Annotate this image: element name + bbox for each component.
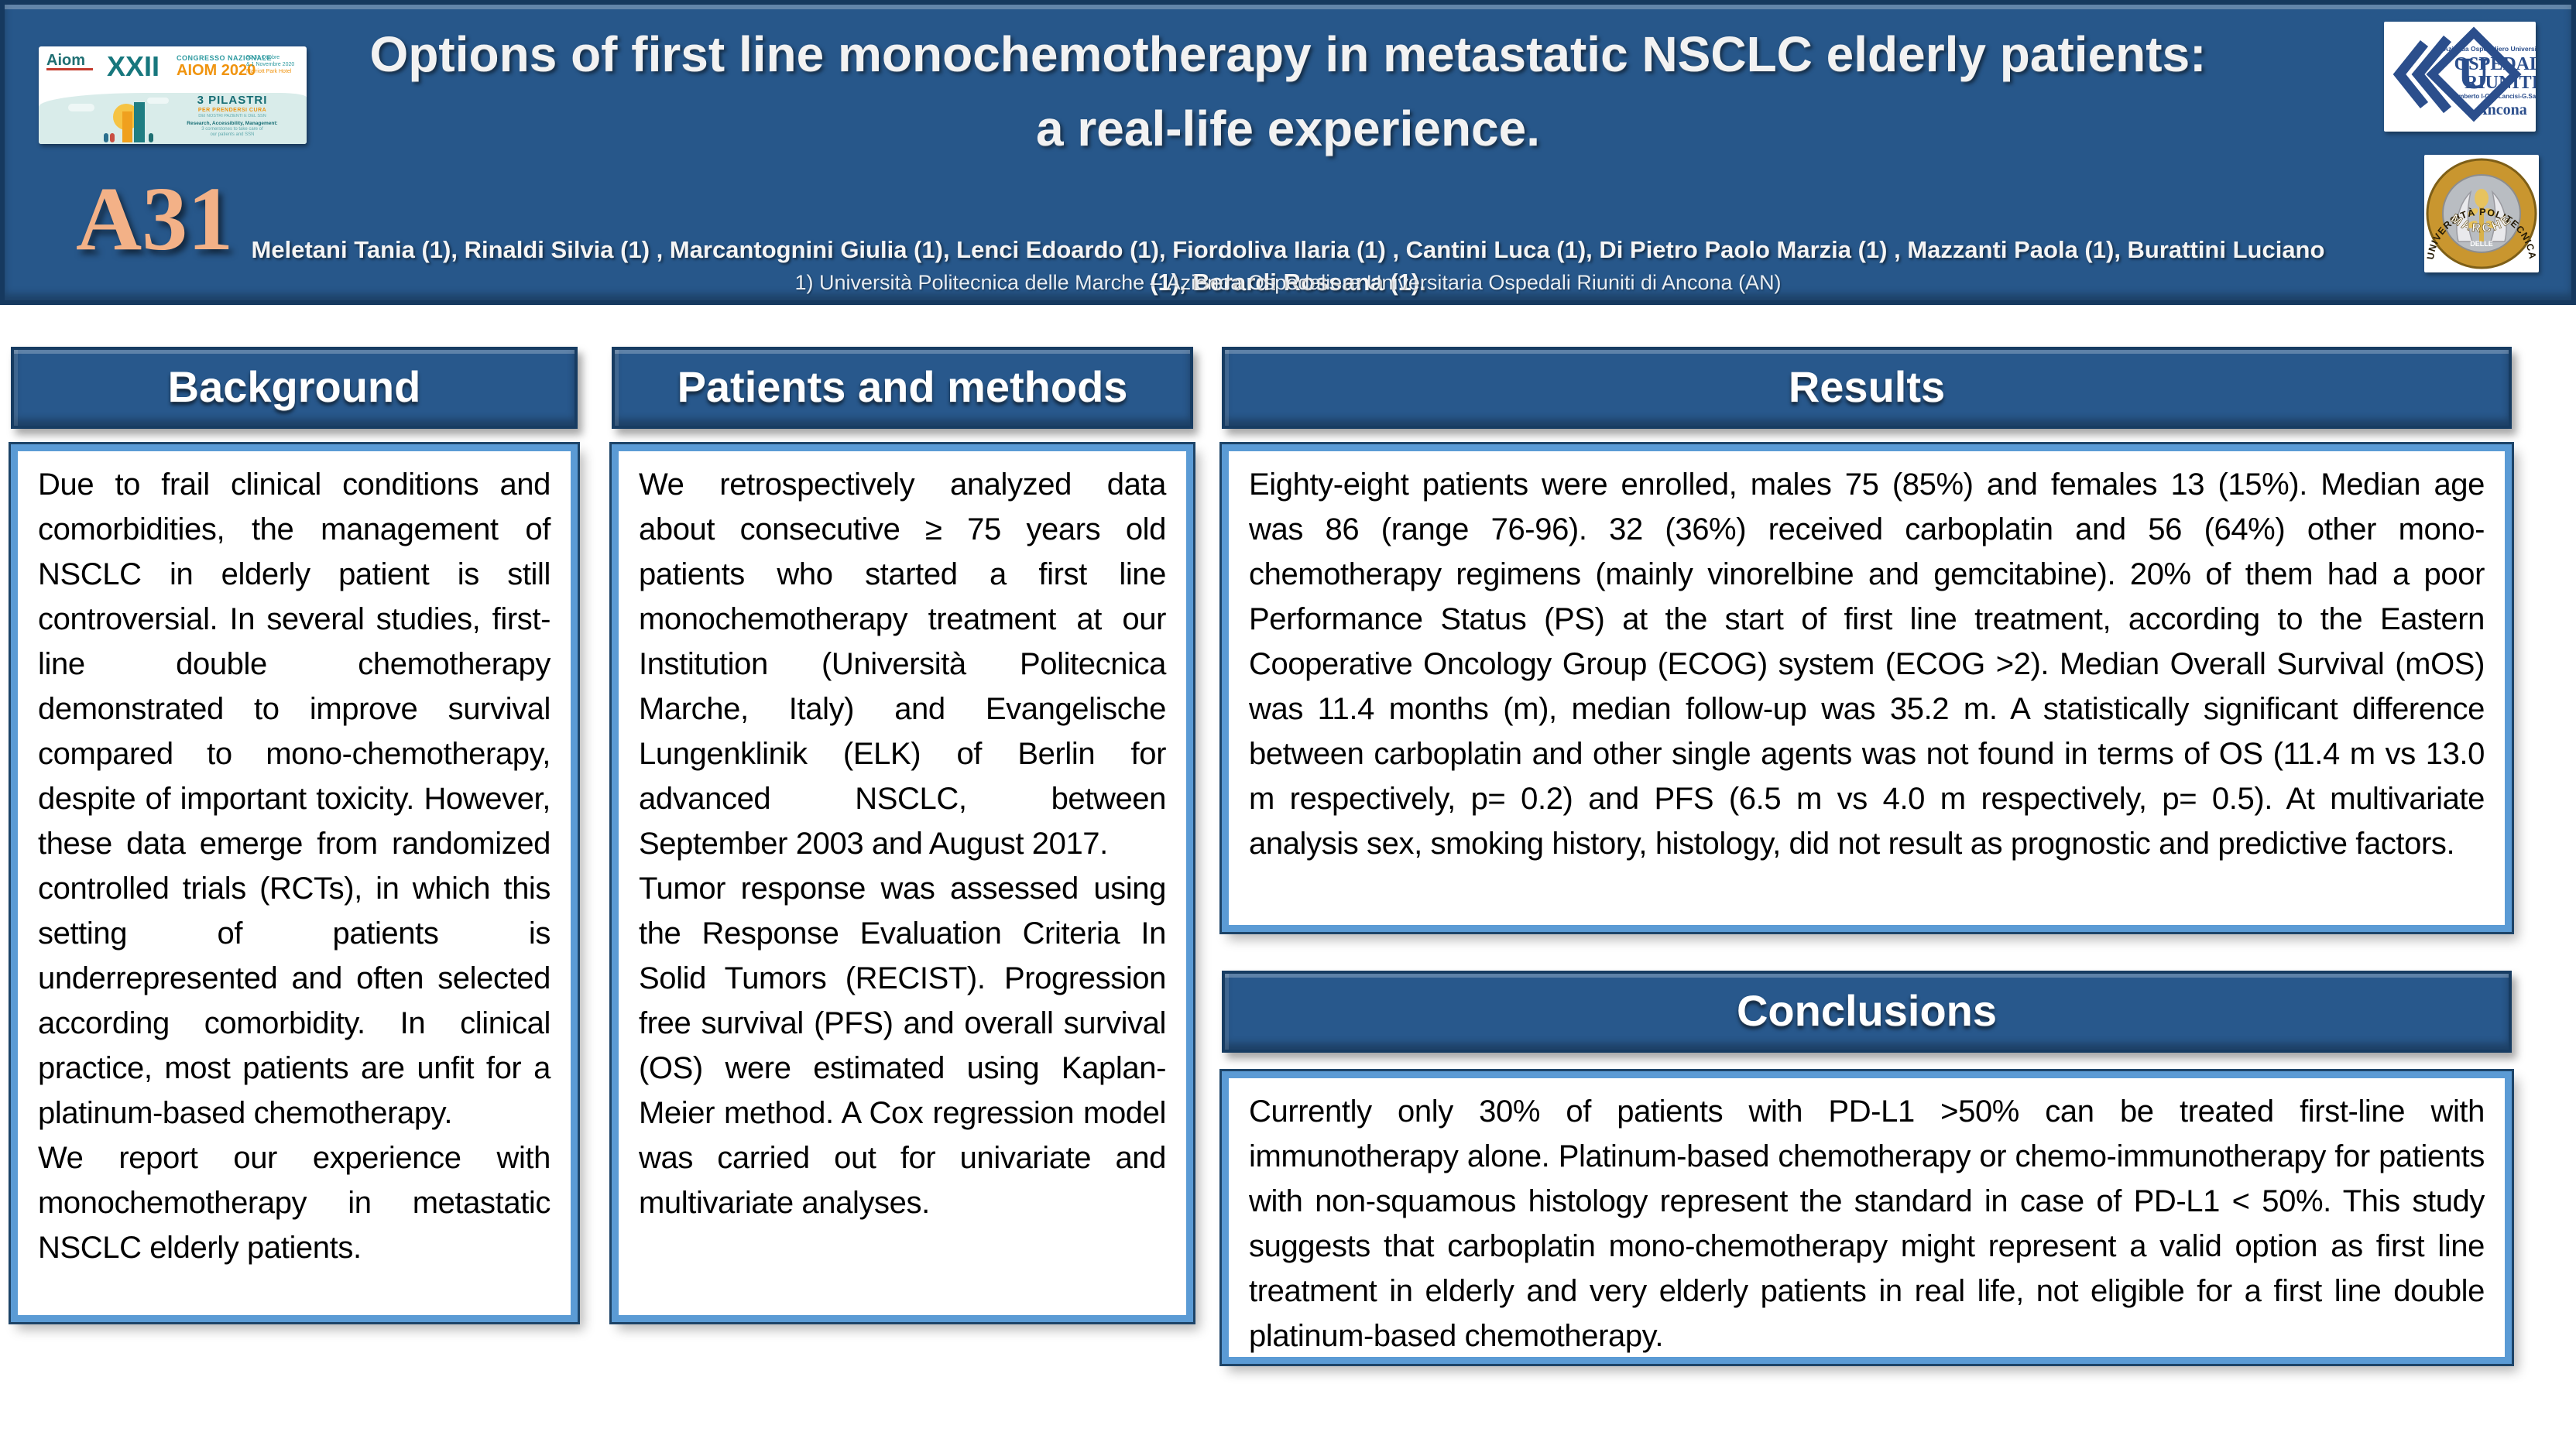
aiom-date-2: & 1 Novembre 2020 — [246, 62, 295, 67]
pilastri-eng3: our patients and SSN — [210, 132, 255, 137]
conclusions-header: Conclusions — [1222, 971, 2512, 1053]
tree-leaf — [2485, 221, 2496, 228]
ospedali-riuniti-logo-graphic: U Azienda Ospedaliero Universitaria OSPE… — [2392, 26, 2550, 122]
tree-leaf — [2467, 221, 2478, 228]
peacock-icon — [2456, 190, 2474, 242]
aiom-venue: Marriott Park Hotel — [246, 69, 292, 74]
aiom-logo-top-row: Aiom XXII CONGRESSO NAZIONALE AIOM 2020 … — [39, 46, 307, 87]
osp-city: Ancona — [2476, 101, 2527, 118]
pilastri-title: 3 PILASTRI — [197, 94, 268, 107]
poster-title: Options of first line monochemotherapy i… — [338, 17, 2238, 166]
aiom-congresso-text: CONGRESSO NAZIONALE — [177, 54, 273, 62]
univpm-seal-logo: UNIVERSITÀ POLITECNICA DELLE MARCHE — [2424, 155, 2539, 272]
results-header: Results — [1222, 347, 2512, 429]
aiom-wordmark-underline — [46, 68, 93, 70]
ospedali-riuniti-logo: U Azienda Ospedaliero Universitaria OSPE… — [2384, 22, 2550, 132]
chevron-icon — [2411, 35, 2452, 114]
diamond-icon — [2426, 26, 2522, 122]
background-paragraph-2: We report our experience with monochemot… — [38, 1141, 551, 1265]
results-box: Eighty-eight patients were enrolled, mal… — [1219, 442, 2514, 934]
person-icon — [149, 133, 153, 142]
aiom-dates: 30-31 Ottobre & 1 Novembre 2020 Marriott… — [246, 54, 294, 75]
aiom-date-1: 30-31 Ottobre — [246, 55, 280, 60]
person-icon — [110, 133, 115, 142]
podium-bar-accessibilita — [122, 111, 132, 142]
osp-name1: OSPEDALI — [2454, 54, 2536, 74]
results-paragraph: Eighty-eight patients were enrolled, mal… — [1249, 468, 2485, 861]
pilastri-sub1: PER PRENDERSI CURA — [197, 108, 267, 113]
pilastri-eng1: Research, Accessibility, Management: — [187, 121, 278, 126]
background-header: Background — [11, 347, 578, 429]
methods-header: Patients and methods — [612, 347, 1193, 429]
seal-delle-text: DELLE — [2470, 240, 2493, 248]
chevron-icon — [2392, 39, 2429, 109]
osp-line1: Azienda Ospedaliero Universitaria — [2444, 45, 2536, 53]
tree-trunk — [2479, 201, 2484, 242]
conclusions-paragraph: Currently only 30% of patients with PD-L… — [1249, 1094, 2485, 1353]
cloud-icon — [147, 98, 169, 104]
pilastri-eng2: 3 cornerstones to take care of — [201, 127, 263, 132]
aiom-2020-text: AIOM 2020 — [177, 62, 256, 79]
podium-bar-organizzazione — [134, 102, 145, 142]
pilastri-sub2: DEI NOSTRI PAZIENTI E DEL SSN — [198, 114, 266, 118]
methods-paragraph-1: We retrospectively analyzed data about c… — [639, 468, 1166, 861]
background-box: Due to frail clinical conditions and com… — [9, 442, 580, 1324]
osp-name2: RIUNITI — [2465, 73, 2536, 93]
header-band: Aiom XXII CONGRESSO NAZIONALE AIOM 2020 … — [0, 0, 2576, 305]
tree-top — [2475, 189, 2489, 207]
affiliation-line: 1) Università Politecnica delle Marche –… — [794, 271, 1782, 294]
poster-title-line2: a real-life experience. — [1035, 101, 1541, 156]
aiom-illustration: 3 PILASTRI PER PRENDERSI CURA DEI NOSTRI… — [39, 93, 307, 144]
poster-title-line1: Options of first line monochemotherapy i… — [369, 26, 2207, 82]
authors-line: Meletani Tania (1), Rinaldi Silvia (1) ,… — [251, 236, 2325, 296]
aiom-xxii-text: XXII — [107, 50, 160, 82]
univpm-seal-graphic: UNIVERSITÀ POLITECNICA DELLE MARCHE — [2425, 158, 2537, 269]
aiom-wordmark: Aiom — [46, 52, 85, 69]
background-paragraph-1: Due to frail clinical conditions and com… — [38, 468, 551, 1130]
aiom-congress-logo: Aiom XXII CONGRESSO NAZIONALE AIOM 2020 … — [39, 46, 307, 144]
conclusions-box: Currently only 30% of patients with PD-L… — [1219, 1069, 2514, 1366]
person-icon — [104, 133, 108, 142]
peacock-icon — [2489, 190, 2507, 242]
monogram-u: U — [2458, 48, 2490, 98]
methods-paragraph-2: Tumor response was assessed using the Re… — [639, 872, 1166, 1220]
cloud-icon — [68, 104, 94, 111]
tree-leaf — [2485, 208, 2495, 216]
osp-line2: Umberto I-G.M.Lancisi-G.Salesi — [2454, 93, 2536, 100]
poster-code: A31 — [76, 168, 234, 269]
aiom-3-pilastri-block: 3 PILASTRI PER PRENDERSI CURA DEI NOSTRI… — [163, 94, 302, 138]
methods-box: We retrospectively analyzed data about c… — [609, 442, 1195, 1324]
tree-leaf — [2468, 208, 2478, 216]
